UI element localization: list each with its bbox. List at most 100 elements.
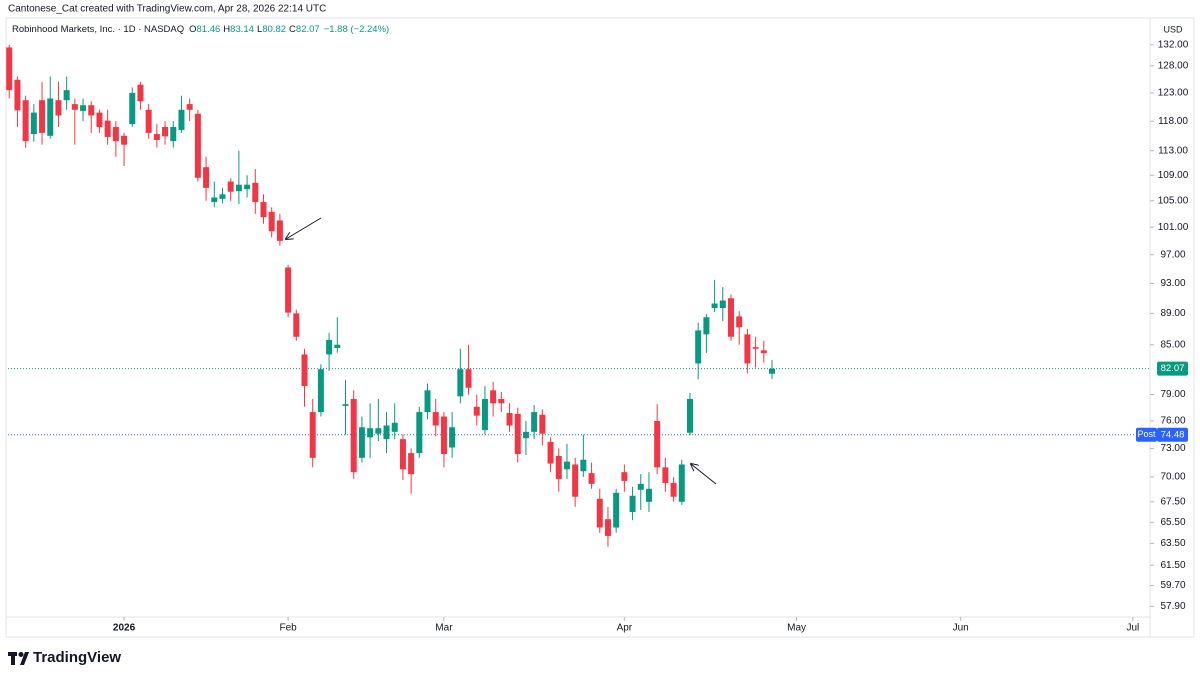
candle-body [596, 498, 603, 528]
y-tick-label: 79.00 [1160, 389, 1185, 400]
candle-body [695, 330, 702, 364]
candle-body [153, 134, 160, 140]
candle-body [39, 100, 46, 133]
candle-body [285, 267, 292, 313]
y-tick-label: 73.00 [1160, 443, 1185, 454]
candle-body [744, 334, 751, 364]
x-tick-label: 2026 [113, 623, 136, 634]
legend-value: 83.14 [230, 24, 254, 35]
candle-body [260, 202, 267, 218]
candle-body [572, 464, 579, 497]
candle-body [555, 455, 562, 479]
candle-body [358, 427, 365, 458]
candle-body [63, 90, 70, 101]
legend-letter: H [223, 24, 230, 35]
brand-name: TradingView [33, 649, 121, 666]
candle-body [268, 211, 275, 232]
candle-body [186, 104, 193, 110]
y-tick-label: 85.00 [1160, 339, 1185, 350]
legend-title: Robinhood Markets, Inc. · 1D · NASDAQ [12, 24, 184, 35]
post-market-label: 74.48 [1161, 429, 1185, 440]
candle-body [211, 197, 218, 203]
candle-body [654, 420, 661, 468]
x-tick-label: Feb [279, 623, 297, 634]
candle-body [498, 398, 505, 404]
candle-body [408, 453, 415, 475]
candle-body [399, 439, 406, 470]
y-tick-label: 61.50 [1160, 560, 1185, 571]
candle-body [719, 300, 726, 309]
candle-body [301, 354, 308, 387]
last-price-box [1157, 361, 1188, 376]
candle-body [342, 404, 349, 406]
candle-body [293, 313, 300, 337]
candle-body [645, 488, 652, 502]
post-market-tag [1136, 427, 1157, 442]
post-market-box [1157, 427, 1188, 442]
y-tick-label: 63.50 [1160, 538, 1185, 549]
candle-body [383, 425, 390, 440]
y-tick-label: 101.00 [1158, 222, 1189, 233]
candle-body [219, 194, 226, 199]
candle-body [678, 464, 685, 502]
y-tick-label: 105.00 [1158, 195, 1189, 206]
candle-body [621, 472, 628, 481]
candle-body [481, 398, 488, 431]
candle-body [129, 92, 136, 125]
y-tick-label: 57.90 [1160, 601, 1185, 612]
candle-body [727, 298, 734, 337]
candle-body [457, 369, 464, 397]
candle-body [514, 413, 521, 455]
x-tick-label: Jul [1126, 623, 1139, 634]
candle-body [96, 112, 103, 128]
legend: Robinhood Markets, Inc. · 1D · NASDAQ O81… [12, 24, 389, 35]
candle-body [22, 100, 29, 142]
y-tick-label: 128.00 [1158, 60, 1189, 71]
candle-body [613, 492, 620, 528]
legend-letter: L [257, 24, 262, 35]
x-tick-label: Jun [953, 623, 969, 634]
candle-body [326, 339, 333, 355]
legend-value: 81.46 [197, 24, 221, 35]
currency: USD [1163, 24, 1183, 34]
candle-body [539, 414, 546, 434]
candle-body [391, 422, 398, 432]
last-price-label: 82.07 [1161, 363, 1185, 374]
chart-frame [5, 17, 1195, 638]
candle-body [227, 181, 234, 192]
y-tick-label: 123.00 [1158, 88, 1189, 99]
candle-body [88, 105, 95, 116]
candle-body [112, 127, 119, 142]
candle-body [416, 412, 423, 454]
x-tick-label: Mar [435, 623, 453, 634]
candle-body [563, 461, 570, 470]
candle-body [424, 390, 431, 413]
y-tick-label: 59.70 [1160, 580, 1185, 591]
candle-body [30, 112, 37, 135]
candle-body [47, 98, 54, 136]
candle-body [604, 519, 611, 536]
candle-body [531, 412, 538, 432]
candle-body [588, 473, 595, 484]
candle-body [137, 84, 144, 102]
y-tick-label: 132.00 [1158, 39, 1189, 50]
candle-body [637, 483, 644, 490]
y-tick-label: 89.00 [1160, 308, 1185, 319]
y-tick-label: 113.00 [1158, 145, 1188, 156]
candle-body [194, 113, 201, 178]
y-tick-label: 93.00 [1160, 278, 1185, 289]
candle-body [276, 220, 283, 241]
candle-body [736, 316, 743, 328]
y-tick-label: 67.50 [1160, 496, 1185, 507]
candle-body [473, 406, 480, 416]
candle-body [686, 398, 693, 433]
candle-body [580, 459, 587, 472]
brand-logo: TradingView [8, 649, 121, 666]
candle-body [522, 431, 529, 439]
candle-body [317, 369, 324, 413]
y-tick-label: 97.00 [1160, 249, 1185, 260]
annotation-arrow [286, 217, 322, 239]
candle-body [547, 441, 554, 464]
